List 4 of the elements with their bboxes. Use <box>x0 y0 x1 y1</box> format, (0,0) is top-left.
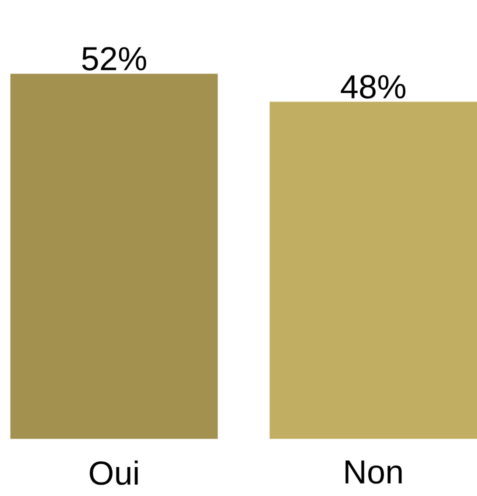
data-label: 52% <box>82 46 146 70</box>
x-tick-label: Oui <box>90 460 138 485</box>
data-label: 48% <box>340 75 406 99</box>
x-tick-label: Non <box>346 460 402 484</box>
